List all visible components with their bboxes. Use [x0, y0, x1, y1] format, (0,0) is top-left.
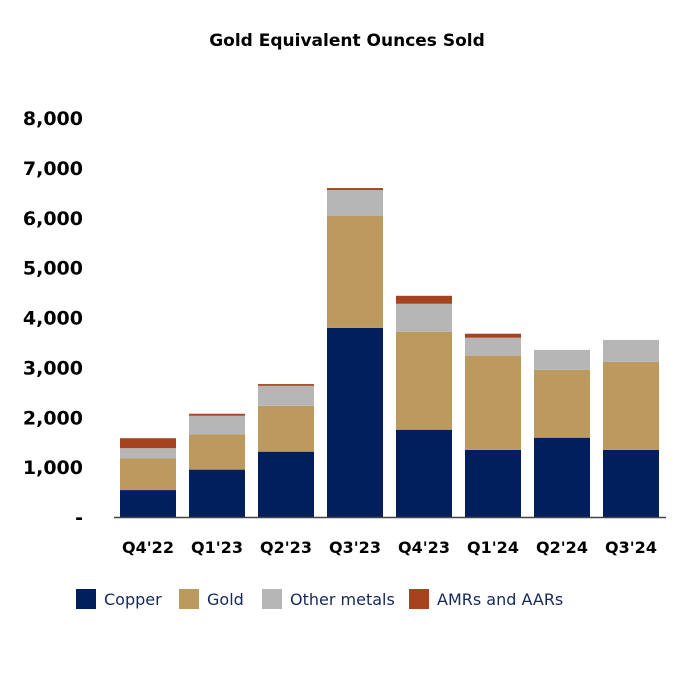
bar-segment-copper: [189, 469, 245, 517]
bar-segment-amrs-and-aars: [258, 384, 314, 386]
legend-swatch: [409, 589, 429, 609]
legend-label: Other metals: [290, 589, 395, 609]
bar-segment-other-metals: [465, 337, 521, 356]
legend-swatch: [76, 589, 96, 609]
legend-label: Copper: [104, 589, 162, 609]
legend-item: Other metals: [262, 589, 395, 609]
bar-segment-gold: [258, 405, 314, 452]
x-tick-label: Q2'24: [536, 538, 588, 557]
y-tick-label: 3,000: [23, 357, 83, 379]
legend-swatch: [262, 589, 282, 609]
bar-segment-gold: [465, 355, 521, 450]
bar-segment-other-metals: [396, 303, 452, 332]
x-tick-label: Q1'23: [191, 538, 243, 557]
bar-segment-other-metals: [120, 448, 176, 459]
x-tick-label: Q2'23: [260, 538, 312, 557]
x-axis: Q4'22 Q1'23 Q2'23 Q3'23 Q4'23 Q1'24 Q2'24 Q3'24: [122, 538, 657, 557]
chart-title: Gold Equivalent Ounces Sold: [209, 31, 485, 51]
bar-segment-copper: [258, 451, 314, 517]
bar-segment-gold: [603, 361, 659, 450]
legend-label: Gold: [207, 589, 244, 609]
bar-segment-gold: [327, 216, 383, 328]
bar-segment-copper: [603, 449, 659, 517]
x-tick-label: Q4'22: [122, 538, 174, 557]
y-tick-label: 6,000: [23, 208, 83, 230]
bar-segment-copper: [120, 490, 176, 517]
bar-segment-copper: [465, 449, 521, 517]
legend-item: Copper: [76, 589, 162, 609]
bar-segment-copper: [327, 327, 383, 517]
x-tick-label: Q3'23: [329, 538, 381, 557]
bar-segment-other-metals: [534, 349, 590, 370]
bar-segment-amrs-and-aars: [396, 295, 452, 304]
legend: Copper Gold Other metals AMRs and AARs: [0, 589, 694, 613]
bar-segment-copper: [396, 429, 452, 517]
y-tick-label: 8,000: [23, 108, 83, 130]
legend-item: AMRs and AARs: [409, 589, 563, 609]
y-tick-label: 5,000: [23, 258, 83, 280]
legend-swatch: [179, 589, 199, 609]
bars: [120, 188, 659, 517]
bar-segment-amrs-and-aars: [327, 188, 383, 191]
y-tick-label: -: [75, 507, 83, 529]
y-tick-label: 2,000: [23, 407, 83, 429]
bar-segment-amrs-and-aars: [120, 438, 176, 449]
bar-segment-amrs-and-aars: [189, 413, 245, 416]
bar-segment-copper: [534, 437, 590, 517]
y-axis: - 1,000 2,000 3,000 4,000 5,000 6,000 7,000 8,00…: [23, 108, 83, 529]
bar-segment-other-metals: [258, 385, 314, 406]
y-tick-label: 4,000: [23, 308, 83, 330]
bar-segment-amrs-and-aars: [465, 333, 521, 338]
legend-item: Gold: [179, 589, 244, 609]
bar-segment-gold: [189, 434, 245, 470]
bar-segment-other-metals: [189, 415, 245, 435]
x-tick-label: Q1'24: [467, 538, 519, 557]
legend-label: AMRs and AARs: [437, 589, 564, 609]
bar-segment-gold: [396, 331, 452, 430]
x-tick-label: Q4'23: [398, 538, 450, 557]
bar-segment-other-metals: [327, 190, 383, 217]
y-tick-label: 7,000: [23, 158, 83, 180]
x-tick-label: Q3'24: [605, 538, 657, 557]
y-tick-label: 1,000: [23, 457, 83, 479]
bar-segment-gold: [534, 369, 590, 438]
bar-segment-other-metals: [603, 339, 659, 362]
bar-segment-gold: [120, 458, 176, 491]
